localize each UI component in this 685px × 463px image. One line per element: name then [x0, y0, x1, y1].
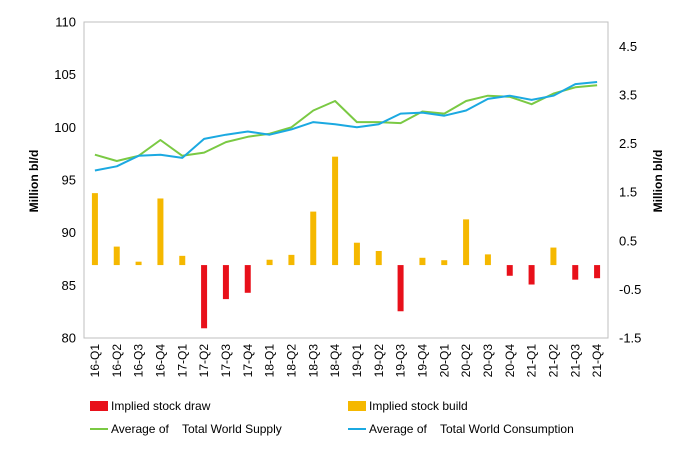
x-tick-label: 16-Q2 — [110, 344, 124, 378]
bar-stock-draw — [594, 265, 601, 279]
y-tick-label-left: 105 — [54, 67, 76, 82]
bar-stock-build — [179, 255, 186, 266]
y-tick-label-left: 80 — [62, 331, 76, 346]
bar-stock-build — [288, 254, 295, 266]
bar-stock-build — [441, 260, 448, 266]
bar-stock-build — [91, 193, 98, 266]
bar-stock-draw — [528, 265, 535, 285]
y-tick-label-right: 1.5 — [619, 185, 637, 200]
x-tick-label: 20-Q2 — [459, 344, 473, 378]
legend-swatch-stock-build — [348, 401, 366, 411]
y-tick-label-right: -1.5 — [619, 331, 641, 346]
legend-item-world-consumption: Average of Total World Consumption — [348, 422, 574, 436]
x-tick-label: 19-Q2 — [372, 344, 386, 378]
bar-stock-build — [353, 242, 360, 266]
bar-stock-draw — [222, 265, 229, 300]
y-tick-label-left: 110 — [55, 15, 76, 30]
bar-stock-build — [135, 261, 142, 266]
lines-group — [94, 81, 598, 172]
x-tick-label: 21-Q2 — [546, 344, 560, 378]
bar-stock-build — [332, 156, 339, 266]
x-tick-label: 18-Q4 — [328, 344, 342, 378]
plot-border — [83, 21, 609, 339]
x-tick-label: 19-Q4 — [415, 344, 429, 378]
x-tick-label: 19-Q3 — [394, 344, 408, 378]
bar-stock-draw — [397, 265, 404, 312]
bar-stock-build — [550, 247, 557, 266]
y-tick-label-left: 95 — [62, 173, 76, 188]
bar-stock-build — [419, 257, 426, 266]
bar-stock-draw — [244, 265, 251, 293]
x-tick-label: 16-Q4 — [153, 344, 167, 378]
x-tick-label: 17-Q4 — [241, 344, 255, 378]
plot-area — [83, 21, 609, 339]
y-tick-label-left: 90 — [62, 225, 76, 240]
y-tick-label-right: 3.5 — [619, 87, 637, 102]
x-tick-label: 21-Q1 — [525, 344, 539, 378]
bar-stock-build — [157, 198, 164, 266]
y-tick-label-right: 2.5 — [619, 136, 637, 151]
legend-label-stock-draw: Implied stock draw — [111, 399, 211, 413]
x-tick-label: 17-Q1 — [175, 344, 189, 378]
bar-stock-build — [310, 211, 317, 266]
bar-stock-draw — [506, 265, 513, 276]
bar-stock-build — [484, 254, 491, 266]
y-axis-label-right: Million bl/d — [651, 150, 665, 213]
bar-stock-build — [463, 219, 470, 266]
x-tick-label: 20-Q3 — [481, 344, 495, 378]
y-tick-label-left: 100 — [54, 120, 76, 135]
bars-group — [91, 156, 601, 329]
legend-label-world-supply: Average of Total World Supply — [111, 422, 282, 436]
x-tick-label: 18-Q1 — [263, 344, 277, 378]
y-tick-label-right: 0.5 — [619, 233, 637, 248]
x-tick-label: 18-Q3 — [306, 344, 320, 378]
y-axis-label-left: Million bl/d — [27, 150, 41, 213]
y-tick-label-right: 4.5 — [619, 39, 637, 54]
x-tick-label: 18-Q2 — [284, 344, 298, 378]
bar-stock-build — [375, 250, 382, 266]
x-tick-label: 16-Q1 — [88, 344, 102, 378]
axes-group: 80 85 90 95 100 105 110 -1.5 -0.5 0.5 1.5 2.5 3.5 4.5… — [54, 15, 641, 378]
legend-swatch-stock-draw — [90, 401, 108, 411]
x-tick-label: 20-Q1 — [437, 344, 451, 378]
x-tick-label: 20-Q4 — [503, 344, 517, 378]
y-tick-label-left: 85 — [62, 278, 76, 293]
x-tick-label: 21-Q3 — [568, 344, 582, 378]
legend-item-world-supply: Average of Total World Supply — [90, 422, 282, 436]
bar-stock-build — [266, 259, 273, 266]
x-tick-label: 17-Q2 — [197, 344, 211, 378]
x-tick-label: 16-Q3 — [132, 344, 146, 378]
y-tick-label-right: -0.5 — [619, 282, 641, 297]
legend-item-stock-draw: Implied stock draw — [90, 399, 211, 413]
legend-item-stock-build: Implied stock build — [348, 399, 468, 413]
x-tick-label: 21-Q4 — [590, 344, 604, 378]
bar-stock-draw — [201, 265, 208, 329]
legend-label-world-consumption: Average of Total World Consumption — [369, 422, 574, 436]
legend: Implied stock draw Implied stock build A… — [90, 399, 574, 436]
bar-stock-draw — [572, 265, 579, 280]
line-world-supply — [94, 84, 598, 162]
x-tick-label: 17-Q3 — [219, 344, 233, 378]
bar-stock-build — [113, 246, 120, 266]
line-world-consumption — [94, 81, 598, 172]
x-tick-label: 19-Q1 — [350, 344, 364, 378]
legend-label-stock-build: Implied stock build — [369, 399, 468, 413]
